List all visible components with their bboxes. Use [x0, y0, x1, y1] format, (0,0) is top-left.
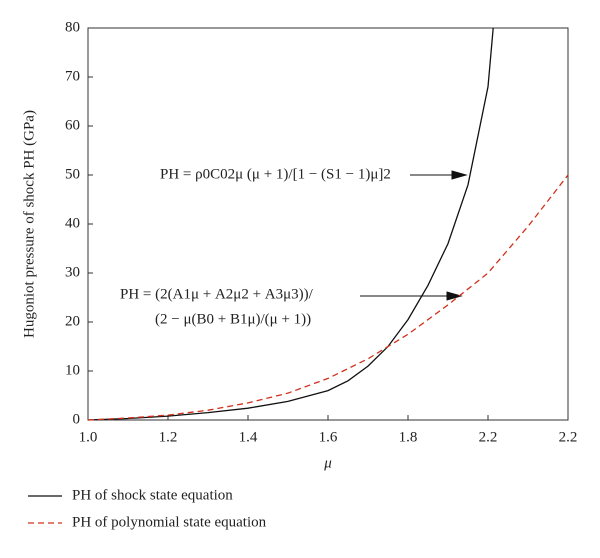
- y-axis-label: Hugoniot pressure of shock PH (GPa): [21, 110, 37, 338]
- plot-frame: [87, 27, 569, 421]
- arrows: [360, 170, 468, 301]
- annotation: (2 − μ(B0 + B1μ)/(μ + 1)): [155, 311, 311, 327]
- y-tick-label: 40: [65, 215, 80, 231]
- y-tick-label: 80: [65, 19, 80, 35]
- x-tick-label: 1.4: [239, 429, 258, 445]
- y-tick-label: 30: [65, 264, 80, 280]
- legend-label: PH of polynomial state equation: [72, 514, 267, 530]
- y-tick-label: 10: [65, 362, 80, 378]
- y-tick-label: 60: [65, 117, 80, 133]
- y-tick-label: 50: [65, 166, 80, 182]
- x-tick-label: 2.2: [479, 429, 498, 445]
- x-axis-label: μ: [323, 455, 332, 471]
- y-tick-label: 70: [65, 68, 80, 84]
- y-tick-label: 0: [73, 411, 81, 427]
- line-series: [87, 27, 494, 421]
- x-tick-label: 1.2: [159, 429, 178, 445]
- annotation: PH = (2(A1μ + A2μ2 + A3μ3))/: [120, 286, 314, 302]
- x-tick-label: 2.2: [559, 429, 578, 445]
- x-tick-label: 1.6: [319, 429, 338, 445]
- annotation: PH = ρ0C02μ (μ + 1)/[1 − (S1 − 1)μ]2: [160, 166, 391, 182]
- x-tick-label: 1.0: [79, 429, 98, 445]
- x-tick-label: 1.8: [399, 429, 418, 445]
- y-tick-label: 20: [65, 313, 80, 329]
- legend-label: PH of shock state equation: [72, 487, 233, 503]
